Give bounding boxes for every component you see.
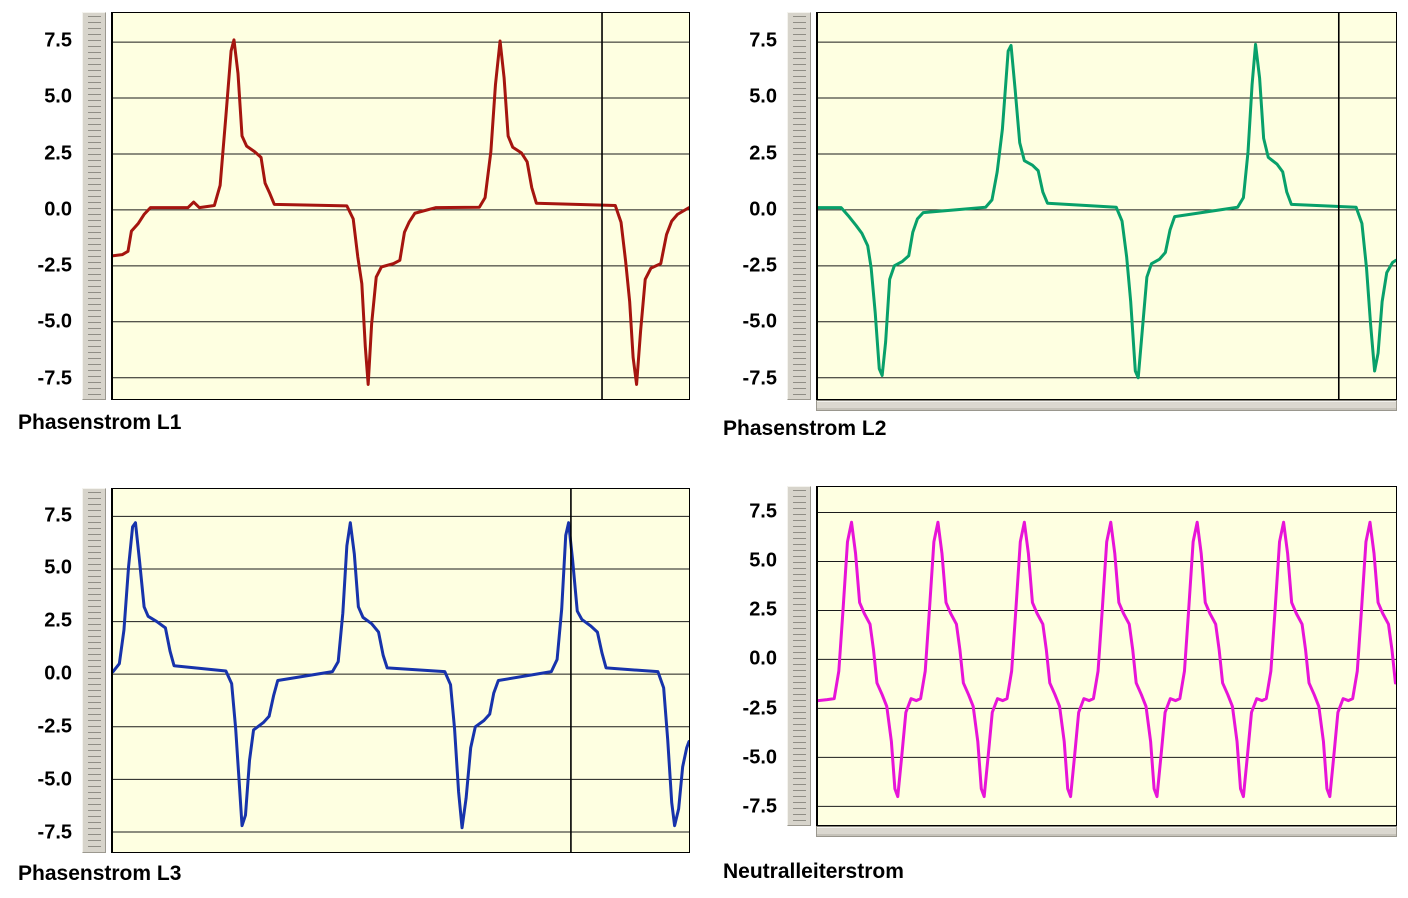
waveform-trace: [818, 522, 1395, 796]
vertical-scale-ruler[interactable]: [787, 486, 811, 826]
y-tick-label: -2.5: [37, 715, 72, 738]
y-axis-tick-labels: 7.5 5.0 2.5 0.0 -2.5 -5.0 -7.5: [721, 486, 779, 826]
y-tick-label: 0.0: [44, 662, 72, 685]
chart-title: Phasenstrom L3: [18, 862, 182, 885]
chart-panel-phasenstrom-l3: 7.5 5.0 2.5 0.0 -2.5 -5.0 -7.5 Phasenstrom L3: [16, 488, 690, 886]
chart-title: Phasenstrom L1: [18, 411, 182, 434]
y-tick-label: 2.5: [749, 142, 777, 165]
chart-frame: 7.5 5.0 2.5 0.0 -2.5 -5.0 -7.5: [16, 488, 690, 853]
y-tick-label: -5.0: [742, 746, 777, 769]
y-tick-label: -7.5: [37, 367, 72, 390]
y-axis-tick-labels: 7.5 5.0 2.5 0.0 -2.5 -5.0 -7.5: [16, 488, 74, 853]
waveform-trace: [818, 44, 1396, 377]
waveform-chart: [818, 13, 1396, 399]
plot-area[interactable]: [111, 488, 690, 853]
y-tick-label: -2.5: [37, 254, 72, 277]
y-tick-label: 5.0: [44, 556, 72, 579]
bottom-groove-strip: [816, 400, 1397, 411]
waveform-trace: [113, 40, 689, 385]
y-tick-label: -5.0: [37, 310, 72, 333]
ruler-tick-marks: [793, 16, 806, 396]
chart-panel-phasenstrom-l2: 7.5 5.0 2.5 0.0 -2.5 -5.0 -7.5 Phasenstrom L2: [721, 12, 1397, 441]
chart-frame: 7.5 5.0 2.5 0.0 -2.5 -5.0 -7.5: [16, 12, 690, 400]
y-tick-label: 5.0: [749, 549, 777, 572]
y-axis-tick-labels: 7.5 5.0 2.5 0.0 -2.5 -5.0 -7.5: [721, 12, 779, 400]
y-tick-label: 2.5: [44, 142, 72, 165]
ruler-tick-marks: [88, 16, 101, 396]
vertical-scale-ruler[interactable]: [82, 12, 106, 400]
plot-area[interactable]: [816, 486, 1397, 826]
y-tick-label: 0.0: [44, 198, 72, 221]
y-tick-label: -5.0: [37, 768, 72, 791]
bottom-groove-strip: [816, 826, 1397, 837]
y-tick-label: 0.0: [749, 647, 777, 670]
ruler-tick-marks: [88, 492, 101, 849]
y-axis-tick-labels: 7.5 5.0 2.5 0.0 -2.5 -5.0 -7.5: [16, 12, 74, 400]
plot-area[interactable]: [111, 12, 690, 400]
y-tick-label: -7.5: [37, 821, 72, 844]
chart-panel-neutralleiterstrom: 7.5 5.0 2.5 0.0 -2.5 -5.0 -7.5 Neutralleiterst…: [721, 486, 1397, 884]
y-tick-label: 7.5: [44, 504, 72, 526]
chart-panel-phasenstrom-l1: 7.5 5.0 2.5 0.0 -2.5 -5.0 -7.5 Phasenstrom L1: [16, 12, 690, 435]
ruler-tick-marks: [793, 490, 806, 822]
chart-frame: 7.5 5.0 2.5 0.0 -2.5 -5.0 -7.5: [721, 486, 1397, 826]
waveform-trace: [113, 523, 689, 828]
y-tick-label: -2.5: [742, 254, 777, 277]
y-tick-label: 7.5: [749, 500, 777, 523]
vertical-scale-ruler[interactable]: [82, 488, 106, 853]
chart-title: Phasenstrom L2: [723, 417, 887, 440]
chart-title: Neutralleiterstrom: [723, 860, 904, 883]
y-tick-label: 2.5: [749, 598, 777, 621]
y-tick-label: -5.0: [742, 310, 777, 333]
waveform-chart: [113, 13, 689, 399]
vertical-scale-ruler[interactable]: [787, 12, 811, 400]
y-tick-label: -2.5: [742, 697, 777, 720]
y-tick-label: -7.5: [742, 367, 777, 390]
y-tick-label: -7.5: [742, 795, 777, 818]
y-tick-label: 2.5: [44, 609, 72, 632]
y-tick-label: 0.0: [749, 198, 777, 221]
plot-area[interactable]: [816, 12, 1397, 400]
y-tick-label: 5.0: [44, 85, 72, 108]
y-tick-label: 7.5: [749, 29, 777, 52]
y-tick-label: 5.0: [749, 85, 777, 108]
chart-frame: 7.5 5.0 2.5 0.0 -2.5 -5.0 -7.5: [721, 12, 1397, 400]
waveform-chart: [113, 489, 689, 852]
waveform-chart: [818, 487, 1396, 825]
y-tick-label: 7.5: [44, 29, 72, 52]
